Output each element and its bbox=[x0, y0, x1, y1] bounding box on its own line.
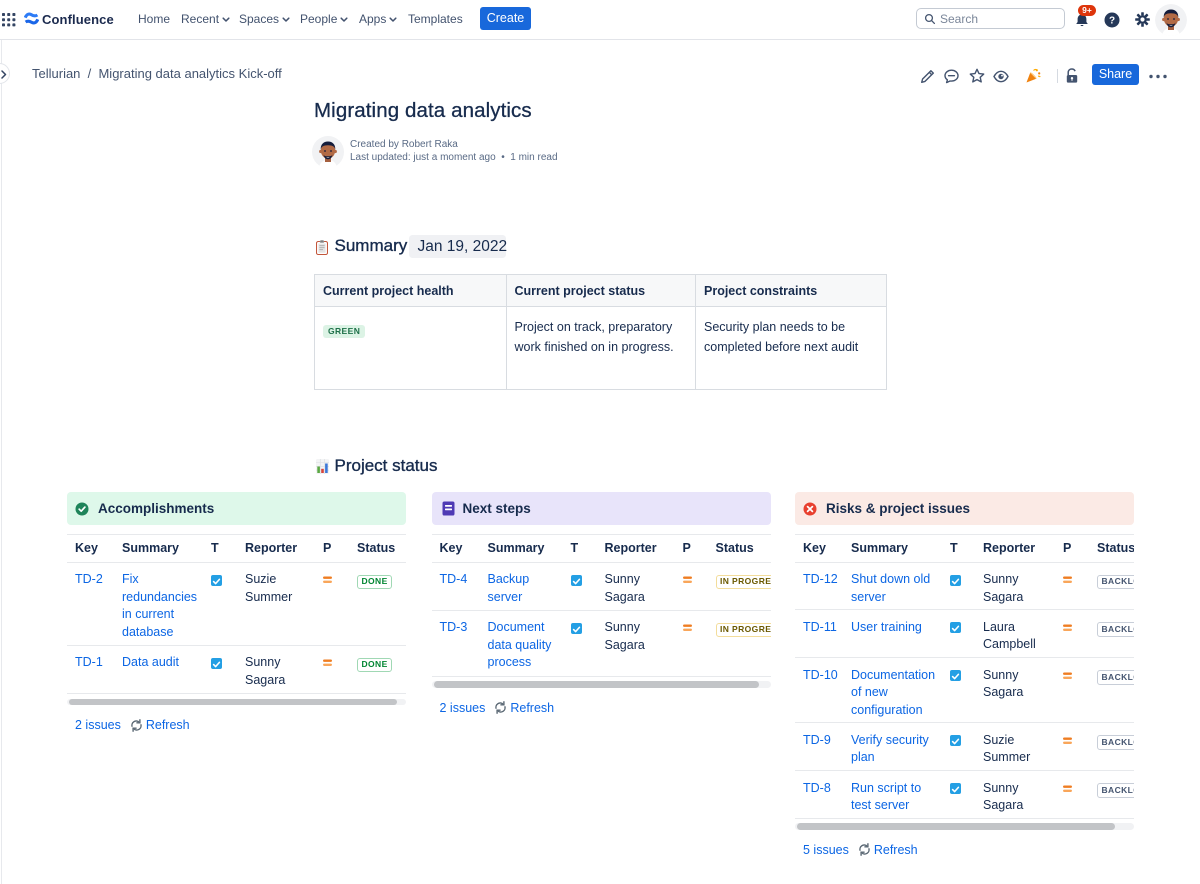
svg-text:?: ? bbox=[1109, 16, 1115, 27]
